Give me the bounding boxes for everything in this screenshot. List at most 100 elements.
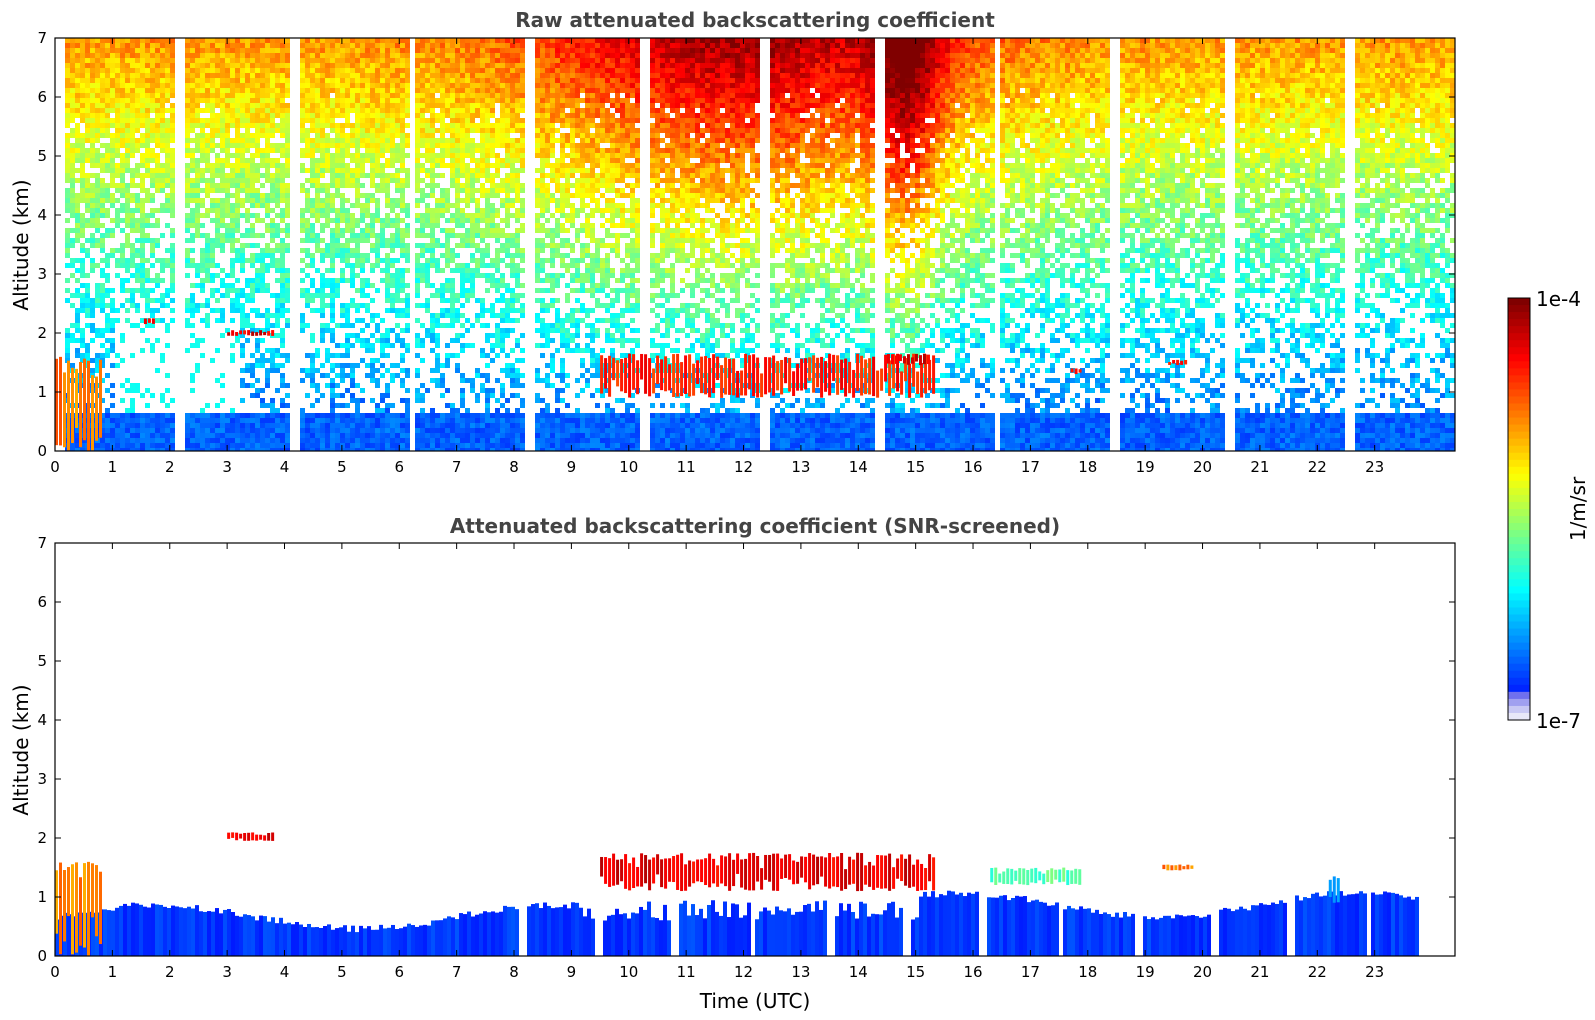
cloud-cell	[83, 863, 86, 948]
cloud-cell	[247, 832, 251, 841]
cloud-cell	[756, 357, 760, 398]
colorbar-gradient	[1508, 298, 1530, 721]
cloud-cell	[816, 357, 820, 388]
cloud-cell	[63, 870, 66, 942]
cloud-cell	[872, 356, 876, 397]
cloud-cell	[251, 331, 255, 336]
y-tick-label: 3	[37, 770, 47, 788]
cloud-cell	[890, 354, 894, 365]
x-tick-label: 18	[1078, 458, 1097, 476]
cloud-cell	[59, 356, 62, 446]
colorbar-step	[1508, 319, 1530, 327]
x-tick-label: 13	[791, 963, 810, 981]
colorbar-step	[1508, 516, 1530, 524]
cloud-cell	[680, 853, 684, 892]
cloud-cell	[918, 355, 922, 366]
cloud-cell	[616, 859, 620, 885]
cloud-cell	[640, 853, 644, 887]
cloud-cell	[620, 358, 624, 392]
cloud-cell	[227, 332, 231, 336]
colorbar-step	[1508, 424, 1530, 433]
colorbar-step	[1508, 459, 1530, 468]
cloud-cell	[828, 353, 832, 396]
cloud-cell	[59, 862, 62, 955]
colorbar-step	[1508, 586, 1530, 594]
cloud-cell	[1190, 865, 1194, 869]
cloud-cell	[1178, 864, 1182, 871]
x-tick-label: 0	[50, 963, 60, 981]
colorbar-max-label: 1e-4	[1536, 287, 1581, 311]
panel-screened-ticks: 0 1 2 3 4 5 6 7 8 9 10 11 12 13 14 15 16 17 18 19 20 21 22 2301…	[37, 534, 1455, 981]
x-tick-label: 19	[1136, 963, 1155, 981]
cloud-cell	[832, 857, 836, 887]
cloud-cell	[267, 832, 271, 841]
cloud-cell	[856, 353, 860, 391]
cloud-cell	[640, 353, 644, 380]
cloud-cell	[990, 867, 994, 883]
colorbar-step	[1508, 305, 1530, 313]
cloud-cell	[808, 357, 812, 381]
cloud-cell	[840, 852, 844, 891]
cloud-cell	[876, 854, 880, 888]
cloud-cell	[812, 355, 816, 393]
cloud-cell	[728, 853, 732, 891]
cloud-cell	[760, 868, 764, 890]
cloud-cell	[916, 371, 920, 395]
cloud-cell	[824, 857, 828, 887]
cloud-cell	[752, 852, 756, 891]
colorbar-step	[1508, 445, 1530, 454]
cloud-cell	[1042, 873, 1046, 885]
cloud-cell	[648, 859, 652, 891]
colorbar-step	[1508, 544, 1530, 552]
cloud-cell	[147, 318, 151, 323]
cloud-cell	[684, 355, 688, 395]
cloud-cell	[600, 856, 604, 877]
cloud-cell	[780, 359, 784, 395]
cloud-cell	[760, 373, 764, 398]
x-tick-label: 19	[1136, 458, 1155, 476]
cloud-cell	[712, 354, 716, 394]
cloud-cell	[632, 857, 636, 889]
x-tick-label: 6	[394, 963, 404, 981]
cloud-cell	[1066, 870, 1070, 886]
colorbar-step	[1508, 333, 1530, 341]
cloud-cell	[255, 834, 259, 841]
colorbar-step	[1508, 494, 1530, 503]
cloud-cell	[628, 863, 632, 891]
cloud-cell	[852, 369, 856, 398]
cloud-cell	[812, 854, 816, 886]
cloud-cell	[1062, 867, 1066, 882]
cloud-cell	[884, 855, 888, 889]
x-tick-label: 3	[222, 458, 232, 476]
cloud-feature	[600, 852, 936, 892]
cloud-cell	[604, 358, 608, 389]
cloud-cell	[704, 858, 708, 886]
colorbar-step	[1508, 410, 1530, 419]
cloud-cell	[908, 363, 912, 398]
colorbar-step	[1508, 705, 1530, 714]
panel-screened-heatmap	[55, 832, 1419, 956]
cloud-cell	[231, 832, 235, 838]
colorbar: 1e-4 1e-7 1/m/sr	[1507, 287, 1590, 733]
cloud-cell	[880, 368, 884, 391]
colorbar-step	[1508, 347, 1530, 355]
y-tick-label: 6	[37, 88, 47, 106]
cloud-cell	[876, 370, 880, 398]
cloud-feature	[600, 353, 936, 398]
colorbar-step	[1508, 649, 1530, 658]
y-tick-label: 7	[37, 29, 47, 47]
cloud-cell	[676, 353, 680, 397]
cloud-cell	[1174, 865, 1178, 871]
cloud-cell	[784, 357, 788, 384]
y-tick-label: 2	[37, 324, 47, 342]
cloud-cell	[263, 835, 267, 841]
cloud-cell	[1182, 866, 1186, 870]
cloud-cell	[832, 354, 836, 382]
colorbar-step	[1508, 698, 1530, 707]
cloud-cell	[796, 861, 800, 884]
y-tick-label: 1	[37, 888, 47, 906]
cloud-cell	[924, 354, 928, 394]
cloud-cell	[692, 363, 696, 396]
cloud-cell	[704, 356, 708, 395]
